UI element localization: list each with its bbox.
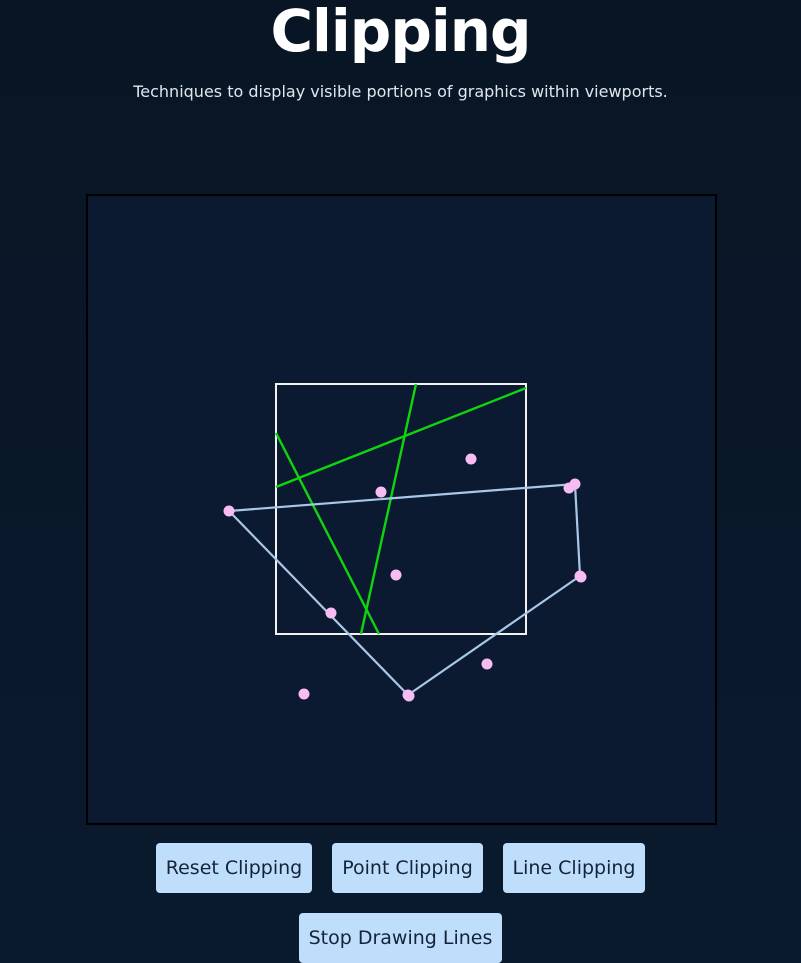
stop-drawing-lines-button[interactable]: Stop Drawing Lines bbox=[299, 913, 502, 963]
polygon-vertex-3 bbox=[563, 482, 575, 494]
points-layer bbox=[223, 453, 587, 702]
clip-window bbox=[275, 383, 527, 635]
clipped-line-1 bbox=[275, 386, 527, 489]
clipping-scene[interactable] bbox=[88, 196, 715, 823]
point-6 bbox=[298, 688, 310, 700]
drawing-canvas[interactable] bbox=[86, 194, 717, 825]
reset-clipping-button[interactable]: Reset Clipping bbox=[156, 843, 312, 893]
polygon-vertex-5 bbox=[575, 571, 587, 583]
polygon-outline bbox=[228, 482, 582, 697]
point-clipping-button[interactable]: Point Clipping bbox=[332, 843, 483, 893]
page-subtitle: Techniques to display visible portions o… bbox=[133, 82, 668, 101]
clipped-line-3 bbox=[359, 383, 418, 635]
point-4 bbox=[325, 607, 337, 619]
point-2 bbox=[375, 486, 387, 498]
point-5 bbox=[481, 658, 493, 670]
page-title: Clipping bbox=[270, 0, 531, 65]
point-1 bbox=[465, 453, 477, 465]
point-3 bbox=[390, 569, 402, 581]
polygon-vertex-7 bbox=[403, 690, 415, 702]
line-clipping-button[interactable]: Line Clipping bbox=[503, 843, 645, 893]
clipped-line-2 bbox=[274, 432, 381, 635]
polygon-vertex-1 bbox=[223, 505, 235, 517]
clipped-lines bbox=[274, 383, 527, 635]
